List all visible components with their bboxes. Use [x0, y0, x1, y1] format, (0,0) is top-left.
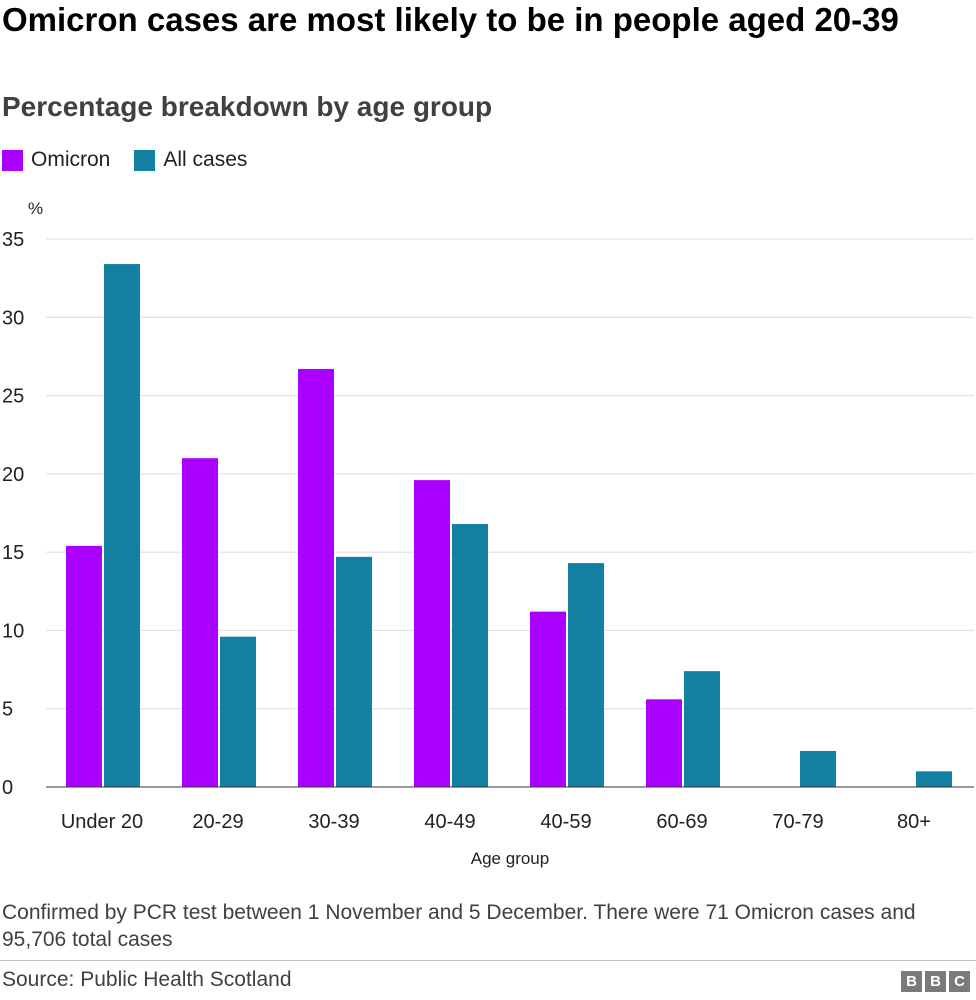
legend-label-all-cases: All cases [163, 148, 248, 171]
y-tick-label: 15 [2, 542, 24, 564]
bar-omicron [646, 699, 682, 787]
y-tick-label: 20 [2, 464, 24, 486]
bar-all-cases [452, 523, 488, 787]
chart-subtitle: Percentage breakdown by age group [2, 91, 493, 122]
x-axis-label: Age group [471, 849, 549, 868]
y-tick-label: 10 [2, 620, 24, 642]
x-tick-label: 40-59 [540, 811, 591, 833]
x-tick-label: 70-79 [772, 811, 823, 833]
y-tick-label: 30 [2, 307, 24, 329]
y-tick-label: 35 [2, 229, 24, 251]
bar-chart: 0 5 10 15 20 25 30 35% Under 20 20-29 30-39 40-49 40… [2, 199, 974, 868]
bar-all-cases [916, 771, 952, 787]
x-tick-label: 60-69 [656, 811, 707, 833]
y-axis-label: % [28, 199, 43, 218]
footer-divider [0, 960, 976, 961]
logo-letter: B [901, 971, 922, 992]
bar-all-cases [684, 671, 720, 787]
bbc-logo: B B C [901, 971, 970, 992]
legend-item-all-cases: All cases [134, 148, 247, 172]
chart-title: Omicron cases are most likely to be in p… [2, 1, 899, 38]
x-tick-label: 30-39 [308, 811, 359, 833]
x-tick-label: 40-49 [424, 811, 475, 833]
legend-item-omicron: Omicron [2, 148, 110, 172]
bar-all-cases [220, 636, 256, 787]
legend-swatch-all-cases [134, 149, 156, 171]
logo-letter: C [949, 971, 970, 992]
bar-all-cases [336, 556, 372, 787]
bar-omicron [66, 545, 102, 787]
legend-swatch-omicron [2, 149, 23, 171]
legend-label-omicron: Omicron [31, 148, 111, 171]
logo-letter: B [925, 971, 946, 992]
y-tick-label: 25 [2, 386, 24, 408]
chart-note: Confirmed by PCR test between 1 November… [2, 901, 916, 951]
bar-omicron [182, 458, 218, 787]
bar-all-cases [104, 264, 140, 788]
chart-legend: Omicron All cases [2, 145, 271, 175]
bar-omicron [414, 480, 450, 787]
bar-omicron [298, 368, 334, 787]
x-tick-label: 80+ [897, 811, 931, 833]
chart-source: Source: Public Health Scotland [2, 968, 292, 991]
bar-omicron [530, 611, 566, 787]
y-tick-label: 5 [2, 699, 13, 721]
bar-all-cases [568, 563, 604, 787]
x-tick-label: 20-29 [192, 811, 243, 833]
y-tick-label: 0 [2, 777, 13, 799]
x-tick-label: Under 20 [61, 811, 143, 833]
bar-all-cases [800, 750, 836, 787]
